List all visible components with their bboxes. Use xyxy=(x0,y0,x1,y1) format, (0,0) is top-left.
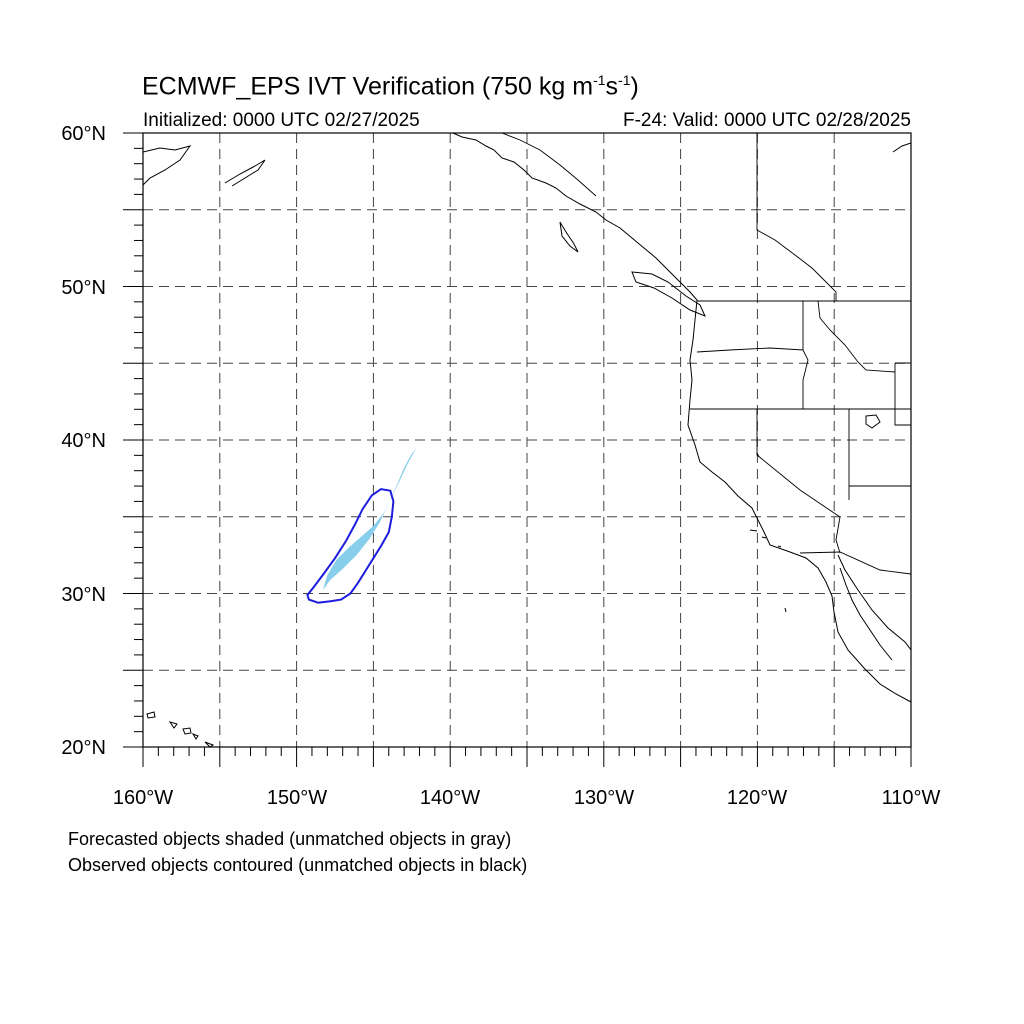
lon-label: 120°W xyxy=(727,787,787,809)
map-title: ECMWF_EPS IVT Verification (750 kg m-1s-… xyxy=(142,72,639,101)
initialized-time: Initialized: 0000 UTC 02/27/2025 xyxy=(143,110,420,131)
vancouver-island xyxy=(631,271,706,317)
lon-label: 110°W xyxy=(882,787,941,809)
hawaiian-islands xyxy=(146,711,215,747)
lat-label: 50°N xyxy=(61,277,106,299)
graticule xyxy=(143,133,911,747)
forecast-ivt-object xyxy=(322,447,417,591)
haida-gwaii xyxy=(559,221,579,253)
axis-ticks xyxy=(123,132,912,767)
map-notes: Forecasted objects shaded (unmatched obj… xyxy=(68,826,527,878)
us-mexico-border xyxy=(799,551,911,575)
montana-wyoming-border xyxy=(894,362,911,426)
lat-label: 40°N xyxy=(61,430,106,452)
verification-objects xyxy=(306,447,417,604)
lat-label: 20°N xyxy=(61,737,106,759)
west-coast-coastline xyxy=(452,133,911,703)
channel-islands xyxy=(749,529,782,548)
alaska-peninsula-coastline xyxy=(224,159,266,187)
washington-oregon-border xyxy=(696,301,804,353)
lat-label: 60°N xyxy=(61,123,106,145)
lat-label: 30°N xyxy=(61,584,106,606)
oregon-idaho-border xyxy=(802,349,809,409)
idaho-montana-border xyxy=(817,300,896,373)
guadalupe-island xyxy=(784,607,787,613)
lon-label: 150°W xyxy=(267,787,327,809)
lon-label: 130°W xyxy=(574,787,634,809)
lon-label: 140°W xyxy=(420,787,480,809)
bc-alberta-border xyxy=(756,133,837,301)
alaska-coastline xyxy=(143,145,192,186)
california-nevada-border xyxy=(756,409,841,518)
observed-ivt-contour xyxy=(306,488,395,604)
bc-alaska-border xyxy=(501,133,597,197)
valid-time: F-24: Valid: 0000 UTC 02/28/2025 xyxy=(623,110,911,131)
gulf-of-california-coastline xyxy=(837,554,911,651)
northeast-coastline xyxy=(892,142,911,153)
arizona-border xyxy=(835,485,911,554)
great-salt-lake xyxy=(865,414,881,429)
map-frame xyxy=(142,132,912,748)
lon-label: 160°W xyxy=(113,787,173,809)
baja-inner-coastline xyxy=(839,567,893,661)
observed-note: Observed objects contoured (unmatched ob… xyxy=(68,855,528,875)
coastlines-and-borders xyxy=(143,133,911,747)
forecast-note: Forecasted objects shaded (unmatched obj… xyxy=(68,829,512,849)
